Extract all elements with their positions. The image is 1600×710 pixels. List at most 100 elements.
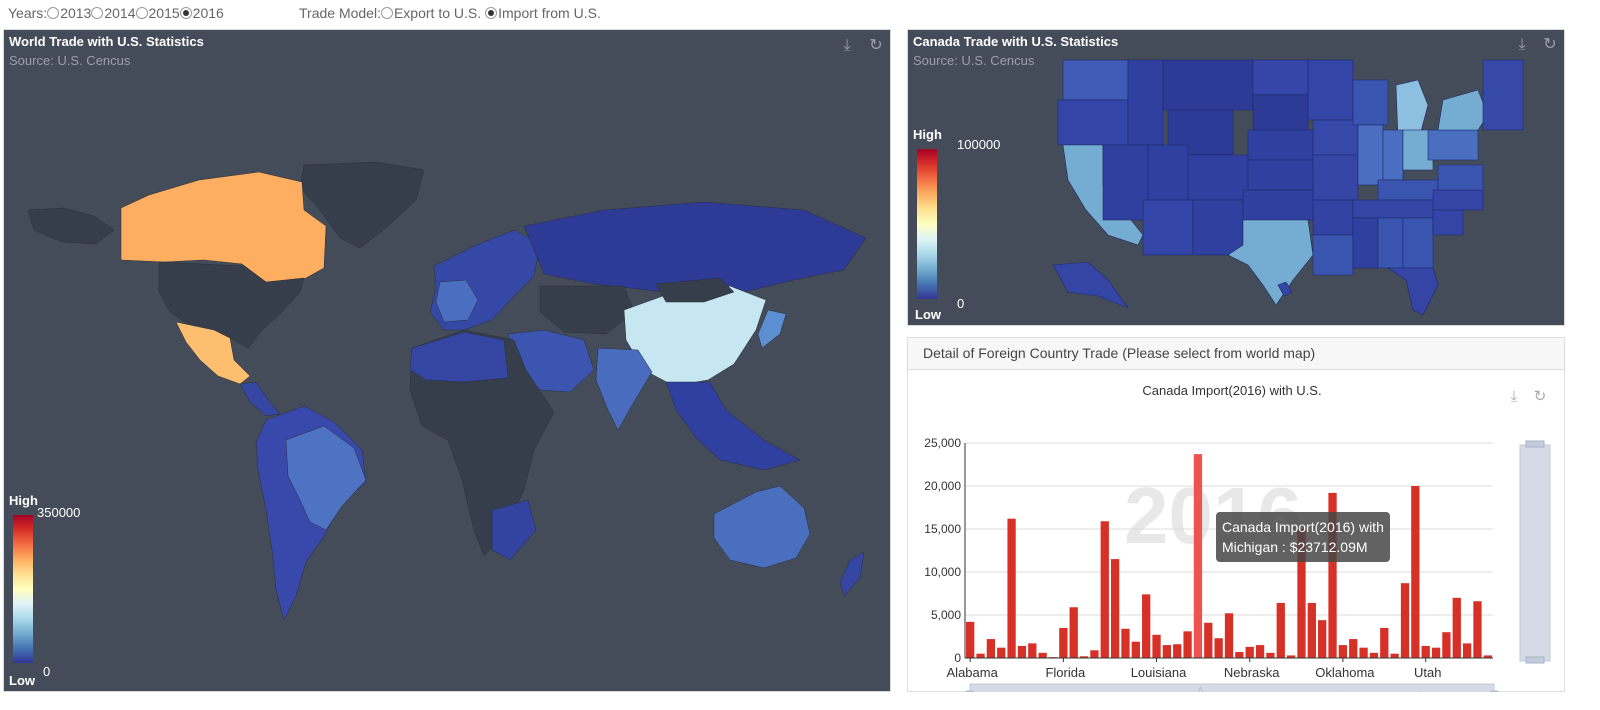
bar-pennsylvania[interactable]: [1359, 647, 1368, 658]
import-option[interactable]: Import from U.S.: [485, 5, 601, 21]
year-2014-radio[interactable]: [91, 7, 104, 19]
year-2014-option[interactable]: 2014: [91, 5, 136, 21]
bar-new-mexico[interactable]: [1286, 655, 1296, 658]
zoom-handle-left[interactable]: [966, 690, 974, 692]
bar-south-dakota[interactable]: [1390, 653, 1399, 658]
map-region-mongolia[interactable]: [655, 277, 735, 303]
export-option[interactable]: Export to U.S.: [380, 5, 482, 21]
us-visual-map-legend[interactable]: High 100000 0 Low: [913, 127, 1033, 325]
bar-arizona[interactable]: [986, 639, 996, 658]
bar-new-hampshire[interactable]: [1266, 652, 1275, 658]
world-visual-map-legend[interactable]: High 350000 0 Low: [9, 493, 129, 688]
zoom-handle-top[interactable]: [1525, 440, 1545, 448]
export-label[interactable]: Export to U.S.: [393, 5, 482, 21]
bar-nevada[interactable]: [1255, 645, 1265, 658]
zoom-handle-right[interactable]: [1490, 690, 1498, 692]
map-region-brazil[interactable]: [285, 425, 367, 531]
bar-montana[interactable]: [1235, 651, 1244, 658]
bar-indiana[interactable]: [1110, 559, 1120, 658]
world-map[interactable]: [4, 30, 892, 693]
export-radio[interactable]: [380, 7, 393, 19]
bar-idaho[interactable]: [1090, 650, 1099, 658]
world-legend-color-bar[interactable]: [13, 515, 33, 663]
bar-washington[interactable]: [1452, 597, 1461, 658]
year-2016-label[interactable]: 2016: [192, 5, 224, 21]
map-region-south-africa[interactable]: [491, 499, 537, 561]
bar-chart[interactable]: Canada Import(2016) with U.S. ⤓ ↻ 2016 0…: [908, 371, 1564, 692]
bar-michigan[interactable]: [1193, 454, 1203, 658]
map-region-north-africa[interactable]: [409, 331, 509, 383]
year-2013-option[interactable]: 2013: [47, 5, 91, 21]
us-states-map[interactable]: [908, 30, 1566, 327]
bar-florida[interactable]: [1059, 627, 1068, 658]
bar-new-jersey[interactable]: [1276, 602, 1285, 658]
bar-mississippi[interactable]: [1214, 638, 1223, 658]
map-region-japan[interactable]: [757, 309, 787, 349]
bar-oregon[interactable]: [1349, 639, 1358, 658]
bar-alabama[interactable]: [966, 621, 975, 658]
year-2014-label[interactable]: 2014: [104, 5, 136, 21]
bar-ohio[interactable]: [1328, 492, 1337, 658]
bar-colorado[interactable]: [1017, 645, 1027, 658]
bar-connecticut[interactable]: [1028, 643, 1037, 658]
bar-massachusetts[interactable]: [1183, 631, 1192, 658]
download-icon[interactable]: ⤓: [1518, 36, 1526, 53]
bar-arkansas[interactable]: [997, 647, 1006, 658]
download-icon[interactable]: ⤓: [1511, 388, 1518, 405]
bar-nebraska[interactable]: [1245, 646, 1254, 658]
horizontal-zoom-slider[interactable]: [966, 683, 1498, 692]
bar-vermont[interactable]: [1431, 647, 1441, 658]
bar-tennessee[interactable]: [1400, 583, 1410, 658]
bar-wyoming[interactable]: [1483, 655, 1492, 658]
bar-louisiana[interactable]: [1152, 634, 1161, 658]
bar-south-carolina[interactable]: [1380, 627, 1389, 658]
bar-virginia[interactable]: [1442, 632, 1451, 658]
bar-minnesota[interactable]: [1204, 622, 1213, 658]
import-radio[interactable]: [485, 7, 498, 19]
refresh-icon[interactable]: ↻: [1534, 388, 1547, 405]
refresh-icon[interactable]: ↻: [869, 37, 883, 54]
bar-rhode-island[interactable]: [1369, 652, 1379, 658]
bar-north-dakota[interactable]: [1318, 620, 1327, 658]
bar-delaware[interactable]: [1038, 652, 1047, 658]
year-2013-label[interactable]: 2013: [60, 5, 92, 21]
bar-north-carolina[interactable]: [1307, 602, 1316, 658]
bar-missouri[interactable]: [1224, 613, 1234, 658]
map-region-india[interactable]: [595, 347, 653, 431]
bar-california[interactable]: [1007, 518, 1016, 658]
bar-kentucky[interactable]: [1142, 594, 1151, 658]
bar-illinois[interactable]: [1100, 521, 1109, 658]
year-2015-option[interactable]: 2015: [135, 5, 180, 21]
map-region-mexico[interactable]: [175, 321, 251, 385]
year-2015-label[interactable]: 2015: [148, 5, 180, 21]
bar-iowa[interactable]: [1121, 628, 1130, 658]
bar-hawaii[interactable]: [1079, 656, 1089, 658]
bar-maryland[interactable]: [1173, 644, 1182, 658]
bar-texas[interactable]: [1411, 486, 1420, 658]
bar-utah[interactable]: [1421, 645, 1430, 658]
bar-wisconsin[interactable]: [1473, 601, 1482, 658]
year-2016-radio[interactable]: [179, 7, 192, 19]
download-icon[interactable]: ⤓: [843, 37, 851, 54]
import-label[interactable]: Import from U.S.: [498, 5, 601, 21]
map-region-australia[interactable]: [713, 485, 811, 569]
zoom-handle-bottom[interactable]: [1525, 656, 1545, 664]
bar-georgia[interactable]: [1069, 607, 1078, 658]
bar-west-virginia[interactable]: [1462, 643, 1472, 658]
map-region-central-asia[interactable]: [539, 285, 635, 335]
us-legend-color-bar[interactable]: [917, 149, 937, 299]
bar-maine[interactable]: [1162, 645, 1172, 658]
bar-oklahoma[interactable]: [1338, 645, 1348, 658]
map-region-greenland[interactable]: [299, 161, 425, 249]
map-region-new-zealand[interactable]: [839, 551, 865, 597]
map-region-central-america[interactable]: [239, 381, 281, 417]
year-2016-option[interactable]: 2016: [179, 5, 224, 21]
vertical-zoom-slider[interactable]: [1519, 440, 1551, 664]
year-2015-radio[interactable]: [135, 7, 148, 19]
map-region-southeast-asia[interactable]: [665, 381, 801, 471]
map-region-alaska[interactable]: [27, 207, 115, 245]
refresh-icon[interactable]: ↻: [1543, 36, 1557, 53]
bar-new-york[interactable]: [1297, 529, 1306, 658]
map-region-russia[interactable]: [523, 201, 867, 293]
year-2013-radio[interactable]: [47, 7, 60, 19]
